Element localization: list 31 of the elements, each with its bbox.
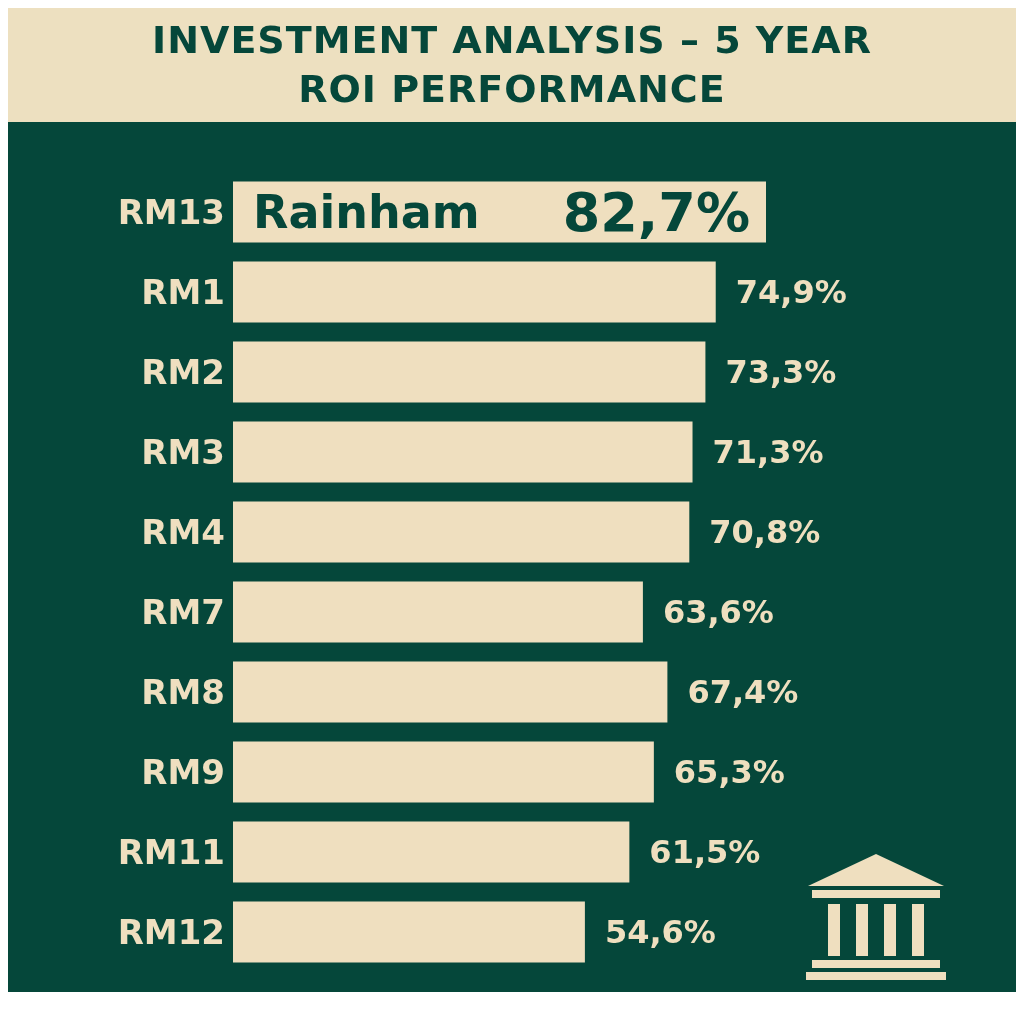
bar [233,901,585,963]
y-tick-label: RM7 [141,592,225,633]
chart-title: INVESTMENT ANALYSIS – 5 YEAR ROI PERFORMANCE [8,8,1016,122]
y-tick-label: RM11 [117,832,225,873]
y-tick-label: RM2 [141,352,225,393]
data-label: 73,3% [725,353,837,392]
y-tick-label: RM8 [141,672,225,713]
annotation: Rainham [253,185,480,240]
data-label: 70,8% [709,513,821,552]
y-tick-label: RM1 [141,272,225,313]
bar [233,821,630,883]
y-tick-label: RM3 [141,432,225,473]
y-tick-label: RM4 [141,512,225,553]
data-label: 71,3% [712,433,824,472]
data-label: 82,7% [562,180,750,244]
data-label: 74,9% [735,273,847,312]
data-label: 67,4% [687,673,799,712]
y-tick-label: RM9 [141,752,225,793]
bar [233,341,706,403]
data-label: 65,3% [673,753,785,792]
bar [233,661,668,723]
bar [233,741,654,803]
bar [233,261,716,323]
bar [233,501,690,563]
y-tick-label: RM13 [117,192,225,233]
bar [233,581,643,643]
bar [233,421,693,483]
data-label: 61,5% [649,833,761,872]
y-tick-label: RM12 [117,912,225,953]
data-label: 63,6% [662,593,774,632]
data-label: 54,6% [604,913,716,952]
